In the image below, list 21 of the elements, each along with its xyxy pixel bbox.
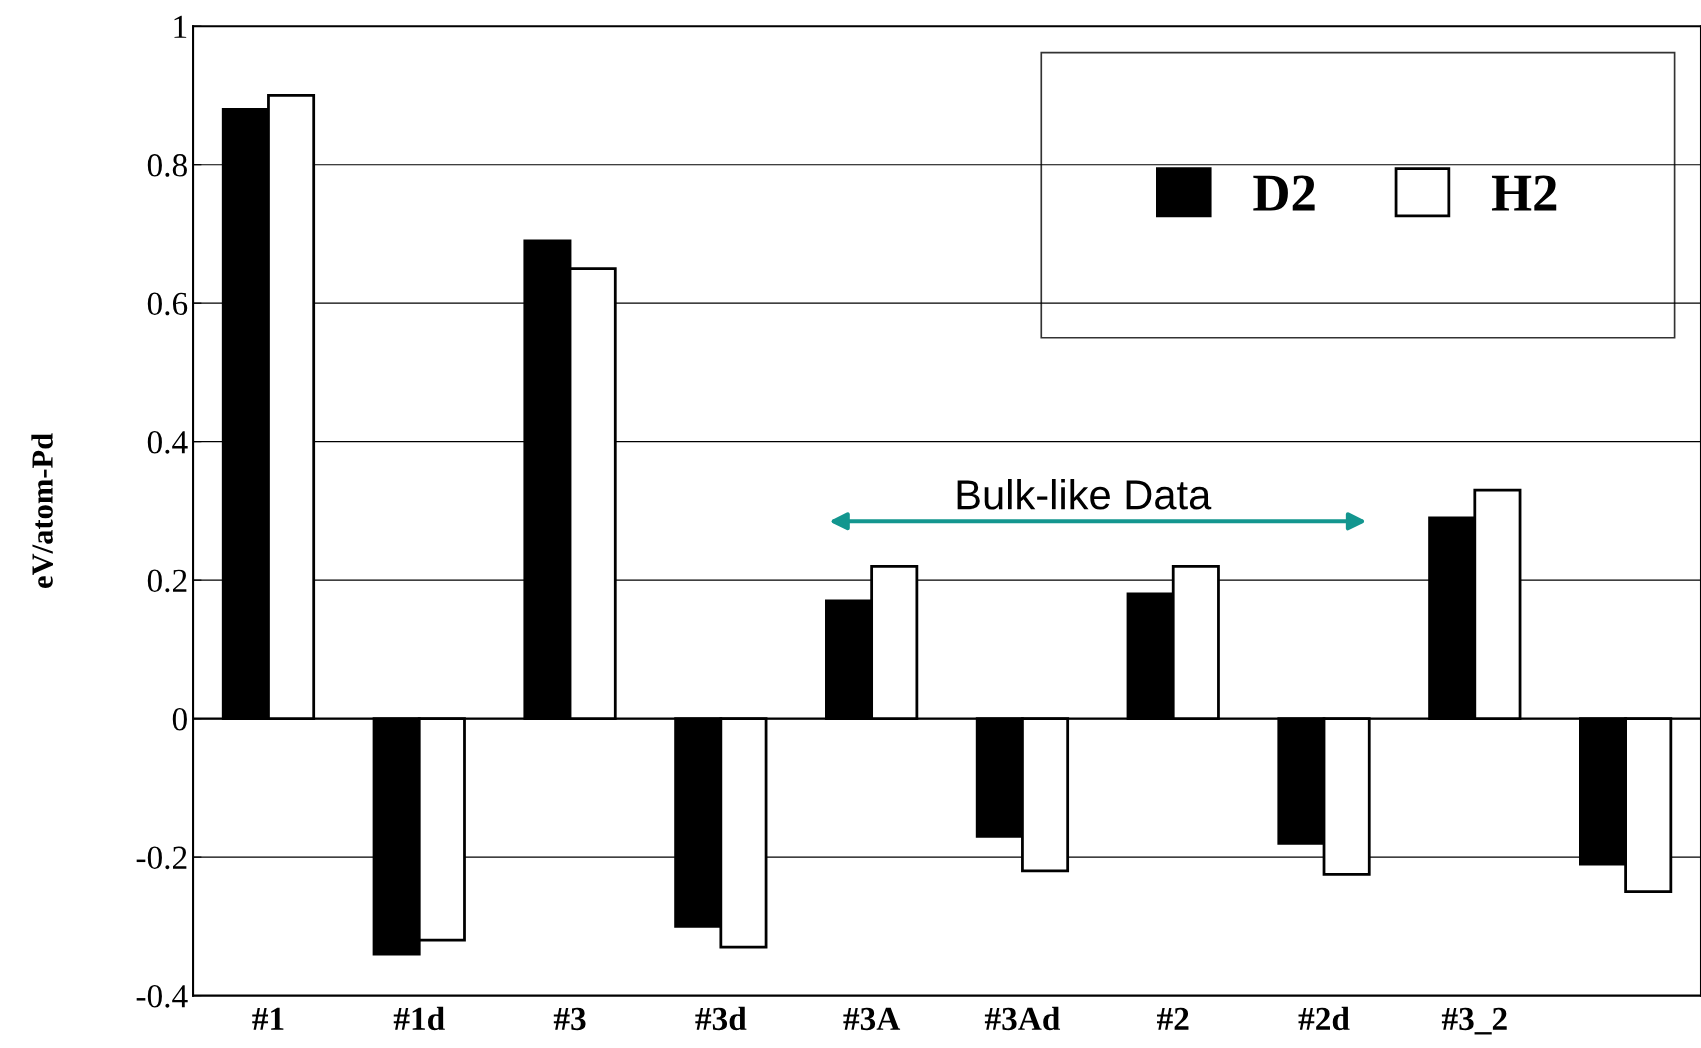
y-tick-label: 0.6 <box>147 292 188 316</box>
annotation: Bulk-like Data <box>957 478 1212 510</box>
x-tick-label: #2d <box>1298 1006 1350 1031</box>
x-tick-label: #3Ad <box>984 1006 1061 1031</box>
y-tick-label: 1 <box>174 15 187 38</box>
y-tick-label: 0 <box>172 708 187 731</box>
x-tick-label: #3 <box>553 1007 586 1031</box>
x-tick-label: #1d <box>393 1006 445 1031</box>
y-tick-label: 0.2 <box>147 569 187 593</box>
x-tick-label: #1 <box>252 1007 284 1030</box>
x-tick-label: #3A <box>843 1007 901 1031</box>
x-tick-label: #3d <box>695 1006 747 1031</box>
y-tick-label: 0.4 <box>147 431 188 454</box>
y-axis-title: eV/atom-Pd <box>31 433 53 588</box>
y-tick-label: 0.8 <box>147 154 187 177</box>
legend-label: D2 <box>1253 175 1315 211</box>
x-tick-label: #2 <box>1156 1007 1189 1030</box>
x-tick-label: #3_2 <box>1441 1007 1507 1035</box>
y-tick-label: -0.4 <box>136 985 188 1008</box>
legend-label: H2 <box>1491 175 1557 211</box>
y-tick-label: -0.2 <box>136 846 187 870</box>
